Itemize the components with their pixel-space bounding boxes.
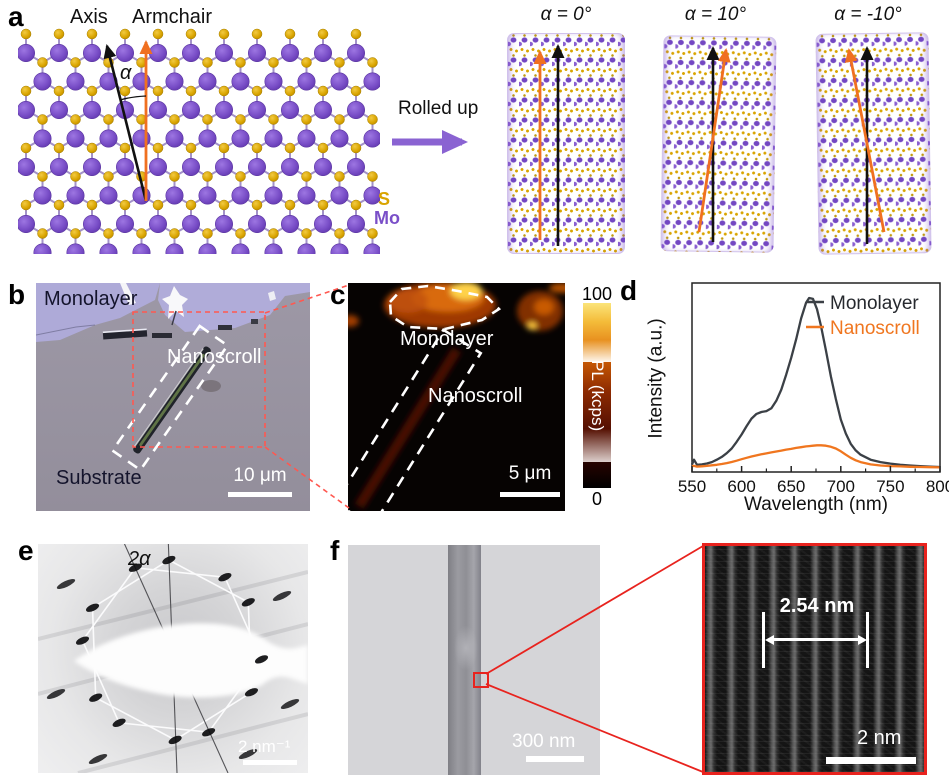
scalebar-f-bar (526, 756, 584, 762)
svg-text:800: 800 (926, 477, 949, 496)
pl-map-image: Monolayer Nanoscroll 5 μm (348, 283, 565, 511)
angle-2a-label: 2α (128, 548, 151, 570)
flake-tear (162, 286, 188, 319)
mos2-lattice-diagram (18, 28, 380, 254)
scalebar-c-text: 5 μm (508, 463, 552, 484)
inset-scalebar-text: 2 nm (857, 727, 902, 749)
panel-a-letter: a (8, 1, 24, 32)
strip-highlight (454, 625, 478, 671)
nanoscroll-body (133, 346, 211, 454)
diffraction-image: 2α 2 nm⁻¹ (38, 544, 308, 773)
small-scroll-piece-3 (218, 325, 232, 330)
scalebar-b-bar (228, 492, 292, 497)
axis-arrow-label: Axis (70, 6, 108, 28)
nanoscroll-label-c: Nanoscroll (428, 385, 523, 407)
measure-bar-left (762, 612, 765, 668)
flake-crack (120, 283, 136, 305)
scroll-title-10: α = 10° (684, 4, 747, 25)
substrate-smudge (201, 380, 221, 392)
nanoscroll-dashed-outline-c (348, 328, 483, 511)
nanoscroll-label-b: Nanoscroll (167, 346, 262, 368)
measure-arrowhead-right (858, 634, 867, 645)
svg-text:750: 750 (876, 477, 904, 496)
svg-text:650: 650 (777, 477, 805, 496)
inset-scalebar-bar (826, 757, 916, 764)
panel-f-letter: f (330, 535, 340, 566)
zoom-roi-box (132, 311, 266, 448)
tem-image: 300 nm (348, 545, 600, 775)
small-scroll-piece-1 (102, 328, 148, 340)
colorbar-title: PL (kcps) (588, 359, 607, 432)
diffraction-graphics (38, 544, 308, 773)
svg-text:600: 600 (727, 477, 755, 496)
tear-line (171, 310, 177, 326)
colorbar: PL (kcps) (583, 303, 611, 488)
legend-monolayer-label: Monolayer (830, 293, 919, 314)
nanoscroll-tube-10deg (660, 35, 777, 253)
svg-text:550: 550 (678, 477, 706, 496)
alpha-angle-label: α (120, 62, 132, 84)
pl-map-graphics (348, 283, 565, 511)
small-scroll-piece-2 (152, 333, 172, 338)
monolayer-pl-blob (348, 283, 565, 331)
panel-d-letter: d (620, 275, 638, 306)
small-dark-spot (251, 319, 258, 324)
scalebar-e-bar (243, 760, 297, 765)
scalebar-e-text: 2 nm⁻¹ (238, 737, 291, 756)
monolayer-dashed-outline (388, 284, 502, 331)
measure-arrow-line (769, 638, 863, 641)
pl-spectrum-chart: 550 600 650 700 750 800 Monolayer Nanoscroll (678, 282, 949, 496)
optical-image: Monolayer Nanoscroll Substrate 10 μm (36, 283, 310, 511)
nanoscroll-tube-neg10deg (815, 32, 932, 255)
nanoscroll-dashed-outline (110, 324, 230, 472)
substrate-label-b: Substrate (56, 467, 142, 489)
scalebar-c-bar (500, 492, 560, 497)
colorbar-max: 100 (581, 284, 613, 304)
legend-nanoscroll-label: Nanoscroll (830, 318, 920, 339)
flake-boundary-line (36, 324, 96, 336)
x-axis-label: Wavelength (nm) (744, 494, 888, 515)
scalebar-b-text: 10 μm (233, 465, 287, 486)
svg-text:700: 700 (827, 477, 855, 496)
interlayer-spacing-label: 2.54 nm (779, 595, 855, 617)
scalebar-f-text: 300 nm (512, 731, 576, 752)
scroll-title-0: α = 0° (540, 4, 592, 25)
colorbar-min: 0 (591, 489, 602, 509)
armchair-arrow-label: Armchair (132, 6, 213, 28)
mo-atom-legend: Mo (374, 208, 400, 228)
hrtem-inset: 2.54 nm 2 nm (702, 543, 927, 775)
measure-bar-right (866, 612, 869, 668)
nanoscroll-tube-0deg (507, 33, 625, 254)
panel-e-letter: e (18, 535, 34, 566)
monolayer-label-c: Monolayer (400, 328, 494, 350)
s-atom-legend: S (378, 189, 391, 209)
scroll-title-neg10: α = -10° (834, 4, 902, 25)
measure-arrowhead-left (765, 634, 774, 645)
zoom-square (473, 672, 489, 688)
nanoscroll-pl-streak (355, 347, 461, 509)
rolled-up-label: Rolled up (398, 98, 479, 119)
beam-stop-blob (74, 623, 308, 698)
panel-c-letter: c (330, 279, 346, 310)
monolayer-label-b: Monolayer (44, 288, 138, 310)
panel-b-letter: b (8, 279, 26, 310)
